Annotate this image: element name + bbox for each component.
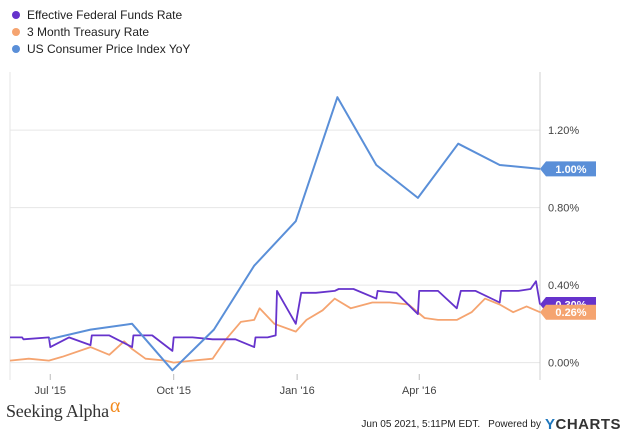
footer-attribution: Jun 05 2021, 5:11PM EDT. Powered by YCHA… [361,416,621,433]
y-tick-label: 0.00% [548,358,579,370]
powered-by-label: Powered by [488,419,541,430]
legend-item-3-month-treasury-rate[interactable]: 3 Month Treasury Rate [12,23,190,40]
end-value-label: 0.26% [555,307,586,319]
end-value-flag [540,161,596,177]
y-tick-label: 1.20% [548,125,579,137]
end-value-label: 1.00% [555,164,586,176]
legend-dot-icon [12,44,20,53]
x-tick-label: Jan '16 [280,385,315,397]
series-line [48,96,541,372]
ycharts-logo[interactable]: YCHARTS [544,416,621,433]
legend-label: US Consumer Price Index YoY [27,41,191,56]
seeking-alpha-text: Seeking Alpha [6,401,109,421]
end-value-flag [540,304,596,320]
legend-label: Effective Federal Funds Rate [27,7,183,22]
x-tick-label: Oct '15 [156,385,191,397]
legend-label: 3 Month Treasury Rate [27,24,150,39]
x-tick-label: Apr '16 [402,385,437,397]
legend: Effective Federal Funds Rate 3 Month Tre… [12,6,190,57]
x-tick-label: Jul '15 [35,385,66,397]
legend-dot-icon [12,10,20,19]
timestamp: Jun 05 2021, 5:11PM EDT. [361,419,481,430]
chart-plot: 0.00% 0.40% 0.80% 1.20% Jul '15 Oct '15 Jan '1… [9,72,596,397]
seeking-alpha-logo: Seeking Alphaα [6,395,120,423]
y-tick-label: 0.40% [548,280,579,292]
legend-dot-icon [12,27,20,36]
y-tick-label: 0.80% [548,203,579,215]
series-line [9,297,541,364]
legend-item-effective-federal-funds-rate[interactable]: Effective Federal Funds Rate [12,6,190,23]
alpha-symbol: α [109,395,121,417]
legend-item-us-cpi-yoy[interactable]: US Consumer Price Index YoY [12,40,190,57]
series-line [10,280,541,352]
